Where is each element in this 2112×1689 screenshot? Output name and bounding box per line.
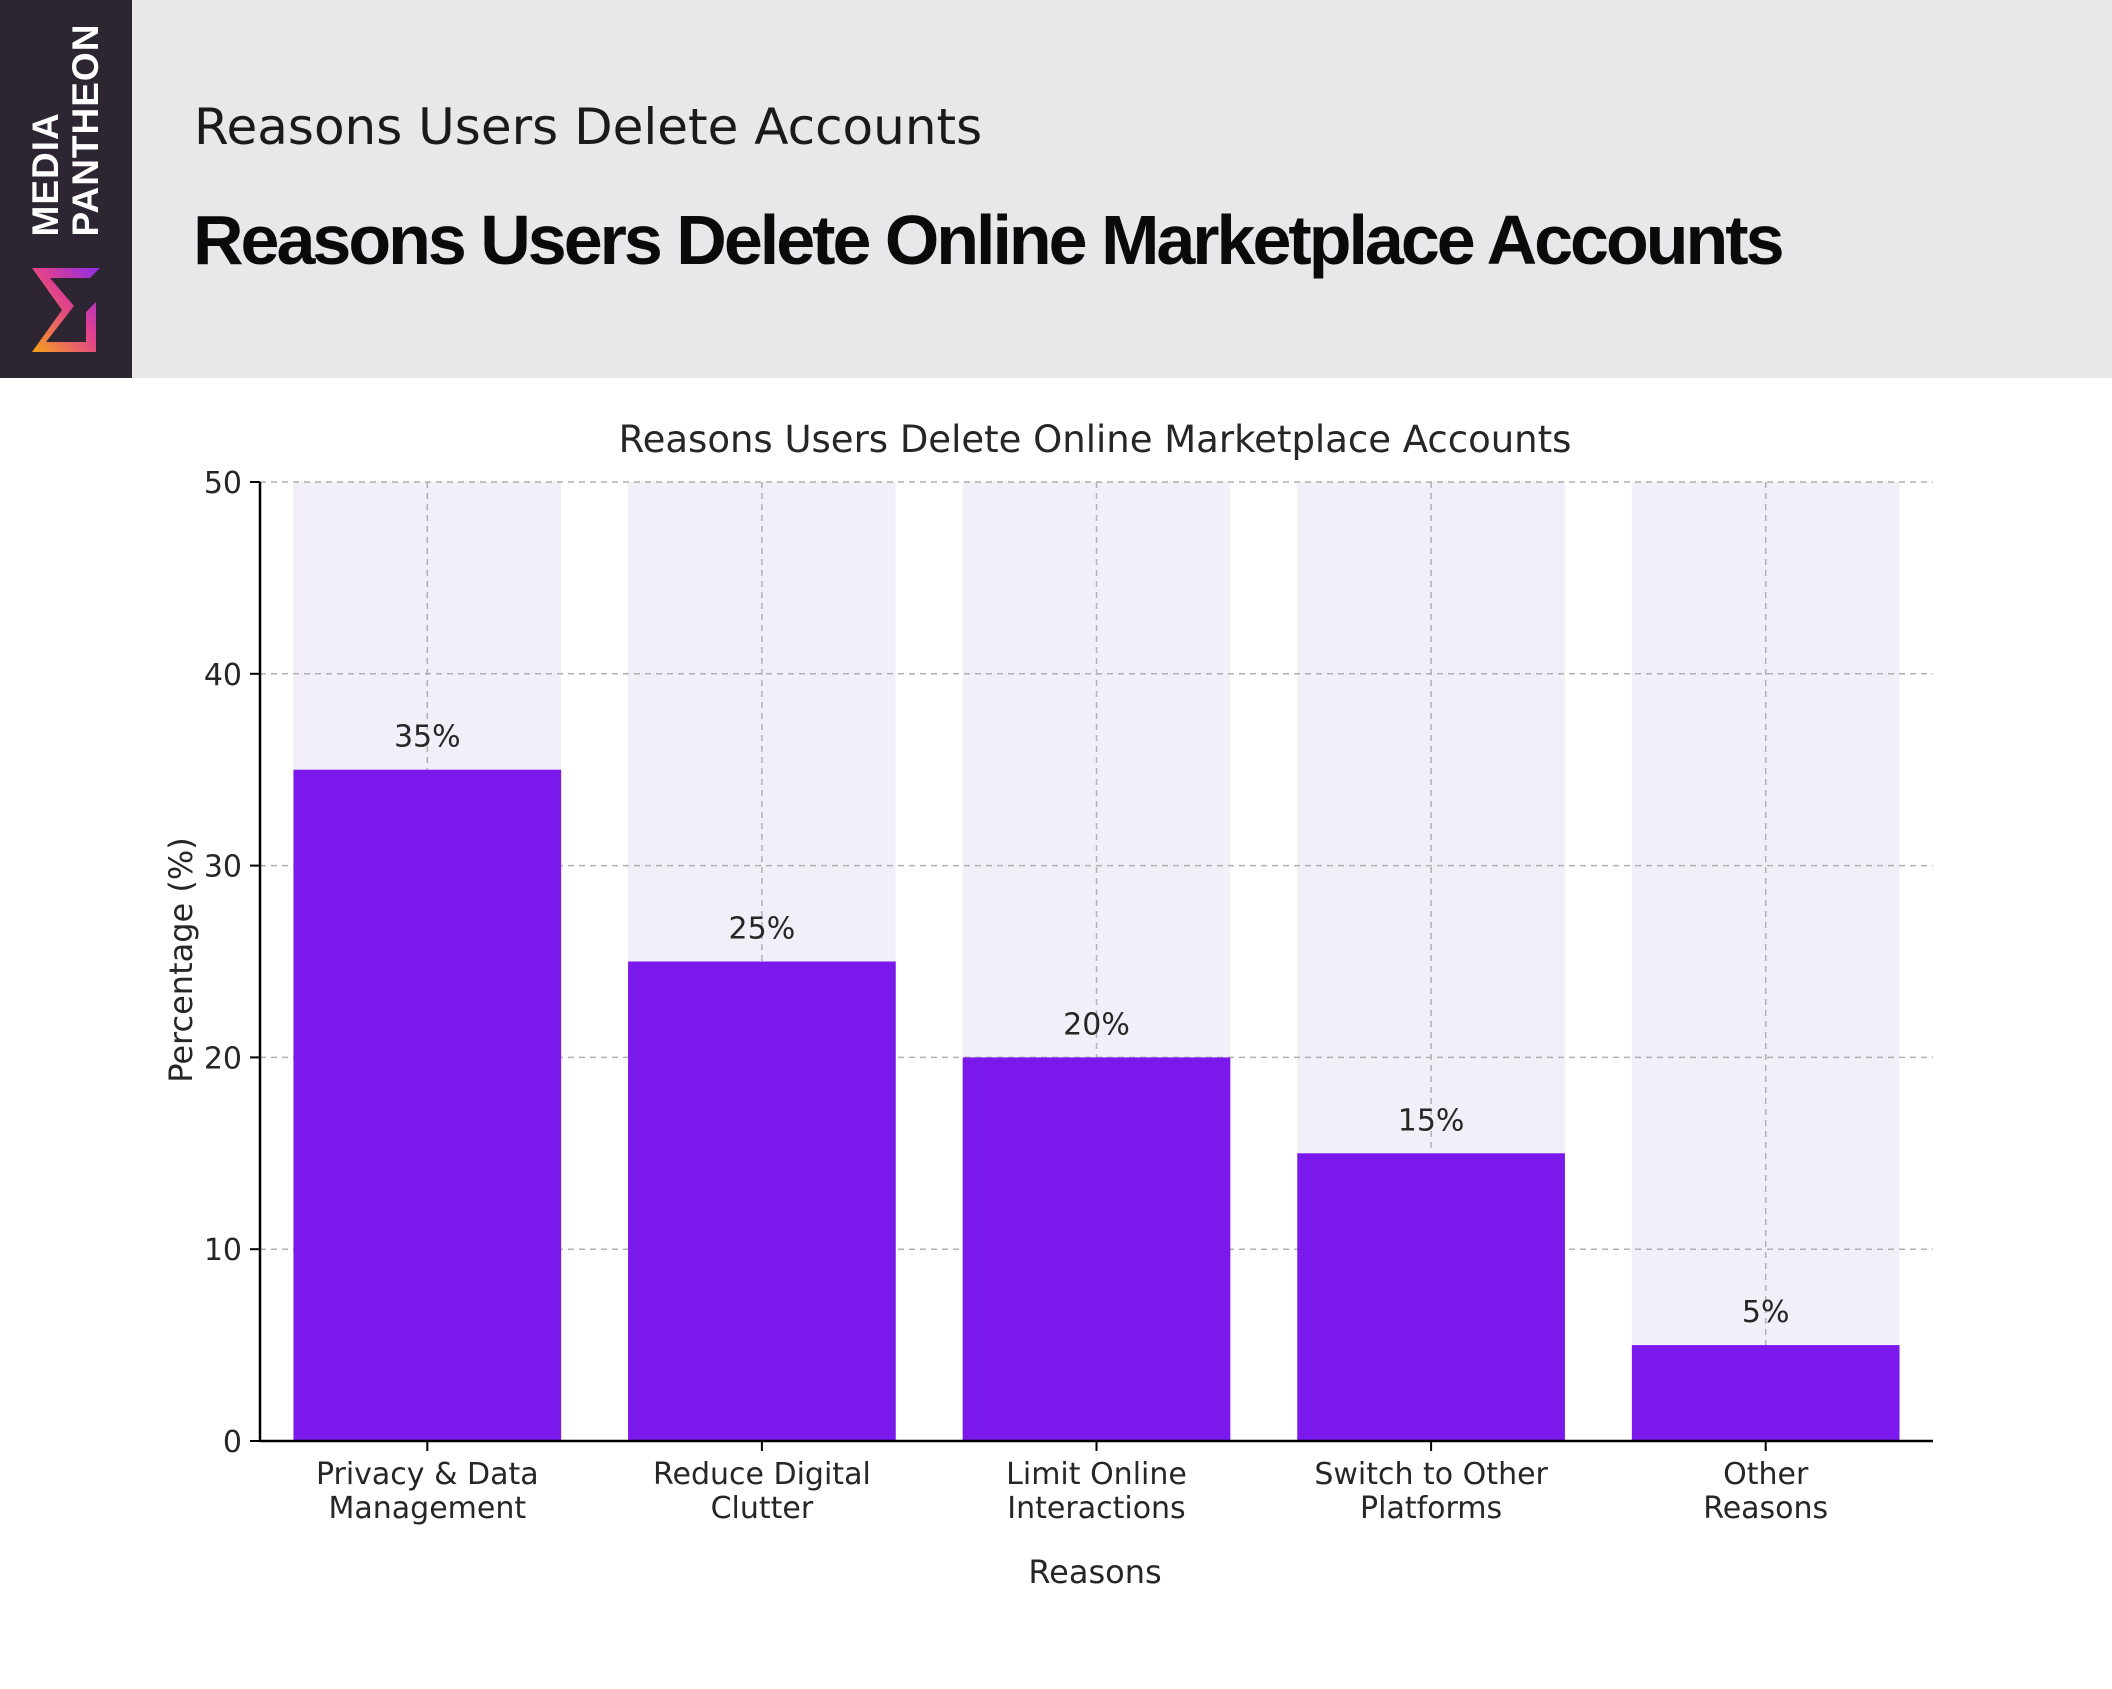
brand-strip: MEDIA PANTHEON (0, 0, 132, 378)
data-label: 5% (1742, 1295, 1790, 1330)
header-title: Reasons Users Delete Online Marketplace … (193, 201, 1784, 279)
bar (293, 769, 562, 1441)
data-label: 15% (1398, 1103, 1465, 1138)
header-banner: MEDIA PANTHEON Reasons Users Delete Acco… (0, 0, 2112, 378)
y-axis-label: Percentage (%) (162, 837, 200, 1083)
bar (962, 1057, 1231, 1441)
x-tick-label: Other Reasons (1703, 1457, 1828, 1526)
bars (293, 769, 1900, 1441)
bar (1631, 1345, 1900, 1441)
brand-line-2: PANTHEON (65, 23, 106, 237)
y-tick-label: 20 (204, 1041, 242, 1076)
brand-logo-icon (32, 268, 100, 352)
x-axis-label: Reasons (1028, 1553, 1161, 1591)
bar (628, 961, 896, 1441)
x-tick-label: Switch to Other Platforms (1314, 1457, 1548, 1526)
y-tick-label: 0 (223, 1425, 242, 1460)
data-labels: 35% 25% 20% 15% 5% (394, 720, 1790, 1330)
y-tick-label: 50 (204, 466, 242, 501)
y-ticks: 0 10 20 30 40 50 (204, 466, 260, 1460)
bar (1297, 1153, 1565, 1441)
x-tick-label: Reduce Digital Clutter (653, 1457, 871, 1526)
x-tick-label: Limit Online Interactions (1006, 1457, 1187, 1526)
chart-title: Reasons Users Delete Online Marketplace … (619, 418, 1572, 461)
x-ticks: Privacy & Data Management Reduce Digital Cl… (316, 1441, 1828, 1526)
y-tick-label: 10 (204, 1233, 242, 1268)
data-label: 25% (729, 912, 796, 947)
data-label: 35% (394, 720, 461, 755)
header-subtitle: Reasons Users Delete Accounts (194, 98, 983, 156)
y-tick-label: 40 (204, 658, 242, 693)
data-label: 20% (1063, 1007, 1130, 1042)
x-tick-label: Privacy & Data Management (316, 1457, 539, 1526)
bar-chart: Reasons Users Delete Online Marketplace … (162, 418, 1933, 1591)
brand-line-1: MEDIA (25, 112, 66, 237)
brand-wordmark: MEDIA PANTHEON (25, 23, 106, 237)
y-tick-label: 30 (204, 850, 242, 885)
